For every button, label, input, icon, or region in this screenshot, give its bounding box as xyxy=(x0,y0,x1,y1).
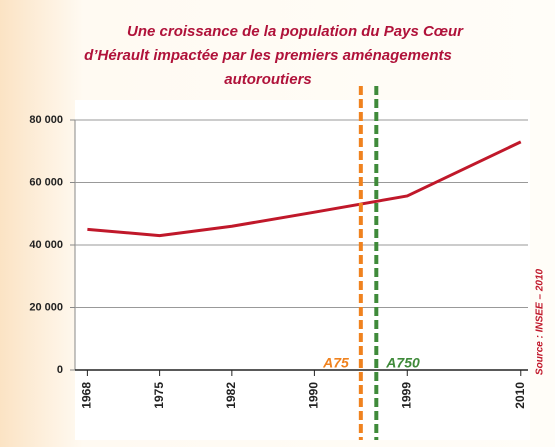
source-note: Source : INSEE – 2010 xyxy=(535,268,546,375)
chart-title: autoroutiers xyxy=(224,71,312,88)
y-tick-label: 40 000 xyxy=(29,239,63,251)
reference-label: A750 xyxy=(385,355,420,371)
y-tick-label: 0 xyxy=(57,364,63,376)
y-tick-label: 80 000 xyxy=(29,114,63,126)
x-tick-label: 1999 xyxy=(399,382,413,409)
x-tick-label: 1990 xyxy=(307,382,321,409)
x-tick-label: 1982 xyxy=(224,382,238,409)
chart-title: d’Hérault impactée par les premiers amén… xyxy=(84,47,452,64)
reference-label: A75 xyxy=(322,355,349,371)
data-line xyxy=(87,140,522,238)
y-tick-label: 20 000 xyxy=(29,301,63,313)
x-tick-label: 2010 xyxy=(513,382,527,409)
chart-title: Une croissance de la population du Pays … xyxy=(127,23,464,40)
x-tick-label: 1968 xyxy=(80,382,94,409)
y-tick-label: 60 000 xyxy=(29,176,63,188)
plot-area xyxy=(75,100,530,440)
x-tick-label: 1975 xyxy=(152,382,166,409)
